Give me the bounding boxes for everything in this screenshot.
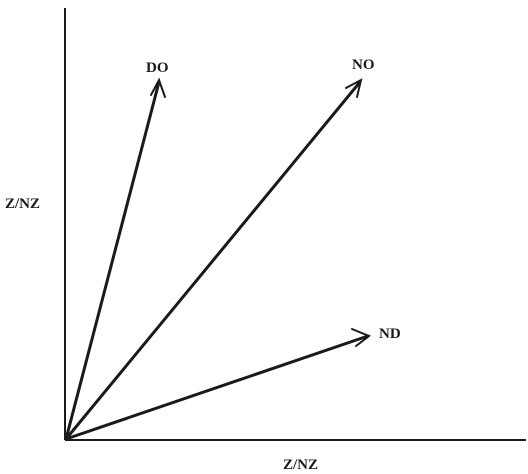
vector-nd-label: ND — [379, 326, 401, 342]
x-axis-label: Z/NZ — [283, 457, 318, 473]
vector-nd: ND — [64, 326, 401, 441]
vector-no-arrowhead — [345, 78, 363, 98]
vector-nd-arrowhead — [351, 328, 371, 347]
vector-nd-shaft — [64, 334, 370, 441]
vector-do-label: DO — [146, 60, 169, 76]
vector-no-label: NO — [352, 57, 375, 73]
vector-no: NO — [64, 57, 375, 441]
vector-no-shaft — [64, 80, 362, 441]
vector-do: DO — [64, 60, 169, 441]
y-axis-label: Z/NZ — [5, 196, 40, 212]
vector-do-shaft — [64, 80, 161, 441]
vector-do-arrowhead — [150, 77, 166, 98]
